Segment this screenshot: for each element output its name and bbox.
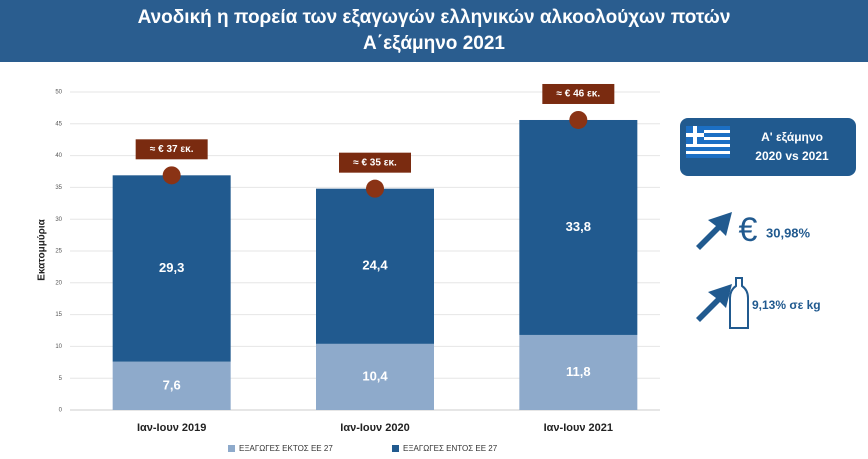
value-label: 10,4 (362, 368, 388, 383)
stat-value: 9,13% σε kg (752, 298, 821, 312)
bar-segment (112, 175, 231, 362)
bar-segment (519, 119, 638, 335)
bottle-icon (729, 277, 749, 329)
up-arrow (696, 284, 732, 322)
bar-segment (316, 343, 434, 410)
chart-title: Ανοδική η πορεία των εξαγωγών ελληνικών … (138, 7, 731, 28)
chart-title: Α΄εξάμηνο 2021 (363, 33, 505, 54)
y-tick-label: 15 (55, 312, 62, 318)
value-label: 24,4 (362, 258, 388, 273)
y-tick-label: 45 (55, 121, 62, 127)
value-label: 11,8 (566, 364, 591, 379)
y-tick-label: 20 (55, 280, 62, 286)
total-label: ≈ € 35 εκ. (353, 157, 397, 168)
total-marker (162, 166, 181, 185)
total-marker (366, 179, 384, 198)
y-tick-label: 50 (55, 90, 62, 96)
up-arrow (696, 212, 732, 250)
total-label-box (542, 83, 615, 104)
y-tick-label: 5 (59, 376, 63, 382)
legend-swatch (228, 445, 235, 452)
y-tick-label: 0 (59, 408, 63, 414)
header-band (0, 0, 868, 62)
euro-symbol: € (739, 211, 758, 249)
total-label: ≈ € 37 εκ. (150, 144, 194, 155)
side-panel: Α' εξάμηνο 2020 vs 2021 € 30,98% 9,13% σ… (680, 118, 856, 329)
value-label: 7,6 (163, 377, 181, 392)
value-label: 33,8 (566, 219, 591, 234)
total-label-box (135, 139, 208, 160)
x-tick-label: Ιαν-Ιουν 2020 (340, 422, 409, 434)
y-axis-label: Εκατομμύρια (37, 218, 48, 280)
y-tick-label: 35 (55, 185, 62, 191)
y-tick-label: 10 (55, 344, 62, 350)
y-tick-label: 30 (55, 217, 62, 223)
x-tick-label: Ιαν-Ιουν 2021 (544, 422, 613, 434)
stat-value: 30,98% (766, 225, 811, 240)
legend-label: ΕΞΑΓΩΓΕΣ ΕΚΤΟΣ ΕΕ 27 (239, 444, 333, 453)
flag (686, 126, 730, 158)
panel-title: Α' εξάμηνο (761, 130, 823, 144)
total-label: ≈ € 46 εκ. (557, 89, 601, 100)
legend-swatch (392, 445, 399, 452)
bar-segment (316, 188, 434, 344)
bar-segment (112, 361, 231, 410)
y-tick-label: 40 (55, 153, 62, 159)
total-marker (569, 110, 588, 129)
x-tick-label: Ιαν-Ιουν 2019 (137, 422, 206, 434)
value-label: 29,3 (159, 260, 184, 275)
legend-label: ΕΞΑΓΩΓΕΣ ΕΝΤΟΣ ΕΕ 27 (403, 444, 498, 453)
y-tick-label: 25 (55, 249, 62, 255)
panel-title: 2020 vs 2021 (755, 149, 829, 163)
bar-segment (519, 334, 638, 410)
total-label-box (339, 152, 411, 173)
